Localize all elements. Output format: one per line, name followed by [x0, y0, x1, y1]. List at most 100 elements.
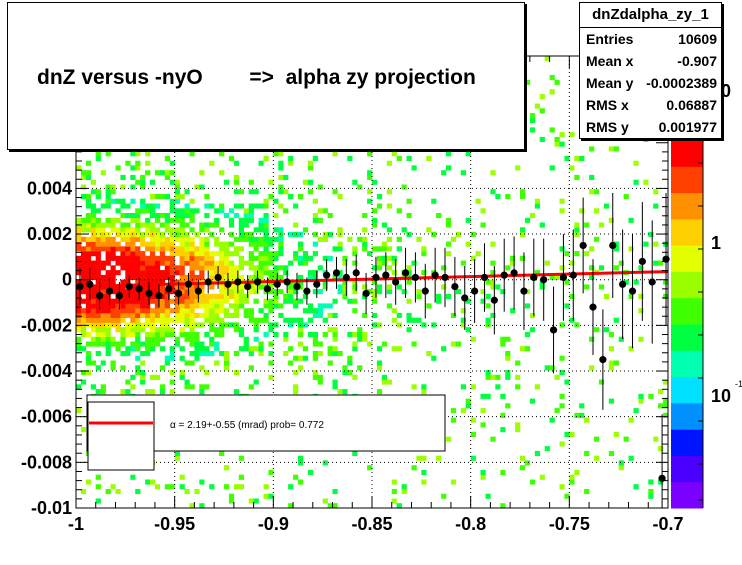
heatmap-cell	[110, 336, 116, 342]
heatmap-cell	[243, 213, 249, 219]
heatmap-cell	[298, 298, 304, 304]
heatmap-cell	[85, 227, 92, 233]
heatmap-cell	[105, 189, 111, 195]
color-scale-band	[671, 166, 703, 194]
heatmap-cell	[367, 174, 373, 180]
heatmap-cell	[293, 303, 299, 309]
heatmap-cell	[228, 274, 235, 280]
heatmap-cell	[179, 255, 185, 261]
heatmap-cell	[594, 236, 600, 242]
heatmap-cell	[150, 208, 156, 214]
heatmap-cell	[130, 241, 136, 247]
heatmap-cell	[174, 279, 180, 285]
heatmap-cell	[184, 289, 190, 295]
heatmap-cell	[85, 303, 92, 309]
heatmap-cell	[386, 246, 392, 252]
heatmap-cell	[204, 303, 210, 309]
heatmap-cell	[238, 189, 244, 195]
heatmap-cell	[95, 327, 101, 333]
heatmap-cell	[120, 279, 126, 285]
heatmap-cell	[352, 179, 358, 185]
heatmap-cell	[125, 303, 131, 309]
stats-key: RMS y	[586, 119, 629, 135]
heatmap-cell	[268, 374, 274, 380]
heatmap-cell	[209, 293, 215, 299]
heatmap-cell	[460, 408, 466, 414]
heatmap-cell	[179, 227, 185, 233]
heatmap-cell	[628, 455, 634, 461]
heatmap-cell	[608, 398, 614, 404]
heatmap-cell	[100, 327, 106, 333]
heatmap-cell	[233, 203, 240, 209]
heatmap-cell	[115, 241, 121, 247]
heatmap-cell	[125, 265, 131, 271]
heatmap-cell	[243, 208, 249, 214]
heatmap-cell	[174, 194, 180, 200]
heatmap-cell	[125, 389, 131, 395]
heatmap-cell	[130, 270, 136, 276]
heatmap-cell	[204, 251, 210, 257]
heatmap-cell	[194, 489, 200, 495]
heatmap-cell	[85, 332, 92, 338]
heatmap-cell	[110, 322, 116, 328]
heatmap-cell	[441, 493, 447, 499]
heatmap-cell	[154, 255, 161, 261]
heatmap-cell	[179, 265, 185, 271]
heatmap-cell	[219, 351, 225, 357]
heatmap-cell	[515, 165, 521, 171]
heatmap-cell	[154, 289, 161, 295]
heatmap-cell	[120, 260, 126, 266]
heatmap-cell	[268, 469, 274, 475]
heatmap-cell	[426, 303, 432, 309]
heatmap-cell	[145, 303, 151, 309]
profile-point	[263, 285, 272, 293]
profile-point	[303, 287, 311, 295]
heatmap-cell	[233, 246, 240, 252]
heatmap-cell	[115, 308, 121, 314]
heatmap-cell	[391, 346, 397, 352]
heatmap-cell	[135, 232, 141, 238]
heatmap-cell	[219, 317, 225, 323]
heatmap-cell	[120, 298, 126, 304]
heatmap-cell	[76, 308, 82, 314]
heatmap-cell	[559, 484, 565, 490]
heatmap-cell	[446, 217, 452, 223]
heatmap-cell	[268, 274, 274, 280]
heatmap-cell	[199, 274, 205, 280]
heatmap-cell	[638, 293, 644, 299]
heatmap-cell	[465, 241, 471, 247]
heatmap-cell	[140, 303, 146, 309]
heatmap-cell	[95, 298, 101, 304]
heatmap-cell	[189, 351, 195, 357]
heatmap-cell	[164, 194, 170, 200]
heatmap-cell	[80, 174, 87, 180]
heatmap-cell	[569, 132, 575, 138]
heatmap-cell	[219, 303, 225, 309]
heatmap-cell	[524, 79, 531, 85]
heatmap-cell	[120, 341, 126, 347]
heatmap-cell	[584, 489, 590, 495]
heatmap-cell	[352, 308, 358, 314]
heatmap-cell	[105, 332, 111, 338]
heatmap-cell	[648, 489, 654, 495]
heatmap-cell	[204, 384, 210, 390]
heatmap-cell	[263, 332, 269, 338]
heatmap-cell	[184, 298, 190, 304]
heatmap-cell	[342, 370, 348, 376]
heatmap-cell	[100, 232, 106, 238]
heatmap-cell	[268, 236, 274, 242]
heatmap-cell	[164, 332, 170, 338]
heatmap-cell	[95, 227, 101, 233]
heatmap-cell	[598, 284, 605, 290]
heatmap-cell	[199, 351, 205, 357]
heatmap-cell	[243, 293, 249, 299]
heatmap-cell	[169, 389, 175, 395]
heatmap-cell	[322, 303, 328, 309]
heatmap-cell	[312, 289, 318, 295]
heatmap-cell	[268, 360, 274, 366]
heatmap-cell	[100, 289, 106, 295]
heatmap-cell	[450, 341, 457, 347]
heatmap-cell	[150, 274, 156, 280]
heatmap-cell	[391, 498, 397, 504]
heatmap-cell	[90, 236, 96, 242]
